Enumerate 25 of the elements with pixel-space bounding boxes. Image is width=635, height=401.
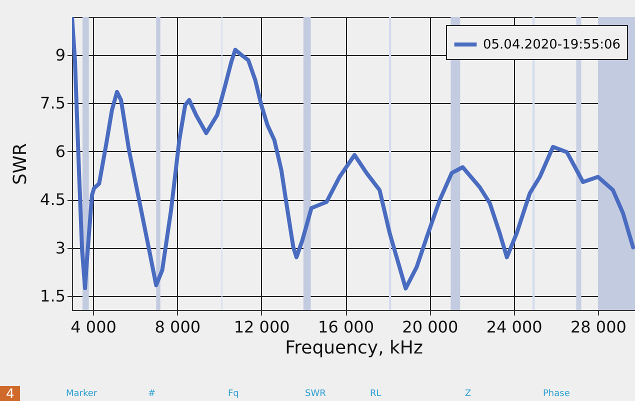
y-tick-label: 7.5 bbox=[40, 94, 66, 113]
x-tick-label: 12 000 bbox=[234, 318, 290, 336]
x-tick-label: 16 000 bbox=[318, 318, 374, 336]
x-tick-label: 28 000 bbox=[570, 318, 626, 336]
text: 4 bbox=[0, 386, 20, 401]
text: Fq bbox=[228, 389, 239, 399]
x-tick-label: 24 000 bbox=[486, 318, 542, 336]
legend-label: 05.04.2020-19:55:06 bbox=[483, 38, 621, 52]
y-axis-title: SWR bbox=[10, 143, 32, 185]
line-series bbox=[72, 17, 635, 290]
text: RL bbox=[370, 389, 382, 399]
x-axis-title: Frequency, kHz bbox=[285, 338, 423, 358]
text: # bbox=[148, 389, 156, 399]
x-tick-label: 8 000 bbox=[154, 318, 201, 336]
text: Z bbox=[465, 389, 472, 399]
y-tick-label: 9 bbox=[55, 45, 66, 64]
y-tick-label: 3 bbox=[55, 238, 66, 258]
y-tick-label: 4.5 bbox=[40, 190, 66, 210]
text: Marker bbox=[66, 389, 98, 399]
text: SWR bbox=[305, 389, 326, 399]
text: Phase bbox=[543, 389, 570, 399]
y-tick-label: 6 bbox=[55, 142, 66, 161]
x-tick-label: 4 000 bbox=[70, 318, 116, 336]
x-tick-label: 20 000 bbox=[402, 318, 458, 336]
y-tick-label: 1.5 bbox=[40, 286, 66, 306]
